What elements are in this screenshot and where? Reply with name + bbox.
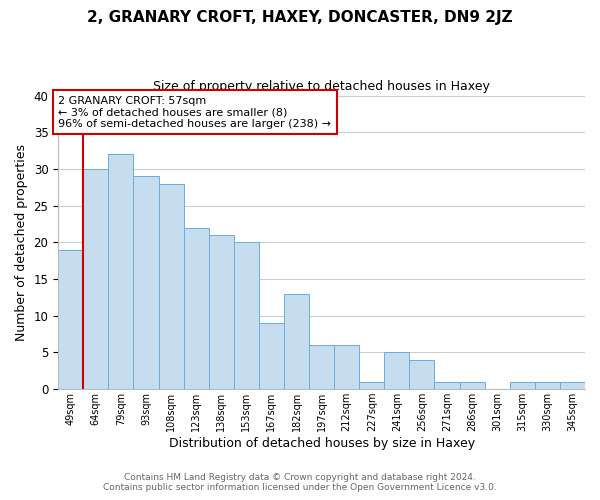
Bar: [158, 184, 184, 389]
Text: 2, GRANARY CROFT, HAXEY, DONCASTER, DN9 2JZ: 2, GRANARY CROFT, HAXEY, DONCASTER, DN9 …: [87, 10, 513, 25]
Bar: [409, 360, 434, 389]
Bar: [109, 154, 133, 389]
Bar: [184, 228, 209, 389]
Bar: [83, 169, 109, 389]
Text: Contains HM Land Registry data © Crown copyright and database right 2024.
Contai: Contains HM Land Registry data © Crown c…: [103, 473, 497, 492]
Bar: [209, 235, 234, 389]
Y-axis label: Number of detached properties: Number of detached properties: [15, 144, 28, 341]
Bar: [284, 294, 309, 389]
Bar: [460, 382, 485, 389]
Bar: [309, 345, 334, 389]
X-axis label: Distribution of detached houses by size in Haxey: Distribution of detached houses by size …: [169, 437, 475, 450]
Bar: [133, 176, 158, 389]
Bar: [359, 382, 384, 389]
Bar: [510, 382, 535, 389]
Bar: [334, 345, 359, 389]
Text: 2 GRANARY CROFT: 57sqm
← 3% of detached houses are smaller (8)
96% of semi-detac: 2 GRANARY CROFT: 57sqm ← 3% of detached …: [58, 96, 331, 129]
Bar: [259, 323, 284, 389]
Bar: [434, 382, 460, 389]
Bar: [535, 382, 560, 389]
Bar: [234, 242, 259, 389]
Bar: [58, 250, 83, 389]
Title: Size of property relative to detached houses in Haxey: Size of property relative to detached ho…: [153, 80, 490, 93]
Bar: [560, 382, 585, 389]
Bar: [384, 352, 409, 389]
